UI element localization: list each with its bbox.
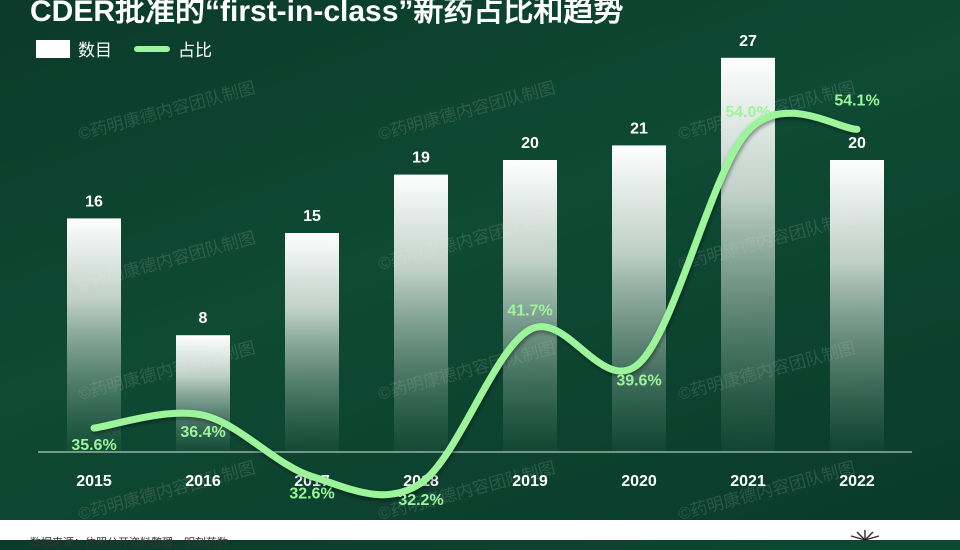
line-value-label: 39.6% <box>616 372 661 389</box>
bar-value-label: 21 <box>630 120 648 137</box>
legend-bar-swatch <box>36 39 70 58</box>
bar-2019 <box>503 160 557 452</box>
x-tick-label: 2022 <box>839 473 875 490</box>
bar-2022 <box>830 160 884 452</box>
bar-value-label: 27 <box>739 33 757 50</box>
line-value-label: 32.6% <box>289 486 334 503</box>
chart: ©药明康德内容团队制图 ©药明康德内容团队制图©药明康德内容团队制图 ©药明康德内容… <box>38 33 912 520</box>
x-tick-label: 2019 <box>512 473 548 490</box>
bar-value-label: 20 <box>848 135 866 152</box>
legend-bar-label: 数目 <box>78 41 112 60</box>
line-value-label: 54.1% <box>834 92 879 109</box>
legend: 数目 占比 <box>36 36 212 61</box>
watermark-text: ©药明康德内容团队制图 <box>676 458 857 520</box>
bar-2021 <box>721 57 775 453</box>
line-value-label: 41.7% <box>507 303 552 320</box>
x-tick-label: 2016 <box>185 473 221 490</box>
bar-2015 <box>67 218 121 452</box>
bar-2016 <box>176 335 230 452</box>
line-value-label: 32.2% <box>398 492 443 509</box>
legend-line-label: 占比 <box>178 41 212 60</box>
x-tick-label: 2020 <box>621 473 657 490</box>
legend-line-swatch <box>134 45 170 52</box>
source-note: 数据来源：依照公开资料整理，明刻药数 <box>30 537 228 549</box>
bar-value-label: 19 <box>412 150 430 167</box>
bar-2018 <box>394 174 448 452</box>
bar-value-label: 15 <box>303 208 321 225</box>
logo-icon <box>850 530 880 541</box>
watermark-text: ©药明康德内容团队制图 <box>76 78 257 144</box>
line-value-label: 54.0% <box>725 104 770 121</box>
bar-value-label: 8 <box>199 310 208 327</box>
bar-2017 <box>285 233 339 452</box>
x-tick-label: 2021 <box>730 473 766 490</box>
line-value-label: 36.4% <box>180 424 225 441</box>
bar-2020 <box>612 145 666 452</box>
bar-value-label: 16 <box>85 193 103 210</box>
share-line-series <box>90 109 861 499</box>
bar-value-label: 20 <box>521 135 539 152</box>
footer: 数据来源：依照公开资料整理，明刻药数 <box>0 520 960 549</box>
line-value-label: 35.6% <box>71 437 116 454</box>
chart-title: CDER批准的“first-in-class”新药占比和趋势 <box>30 0 624 28</box>
x-tick-label: 2015 <box>76 473 112 490</box>
